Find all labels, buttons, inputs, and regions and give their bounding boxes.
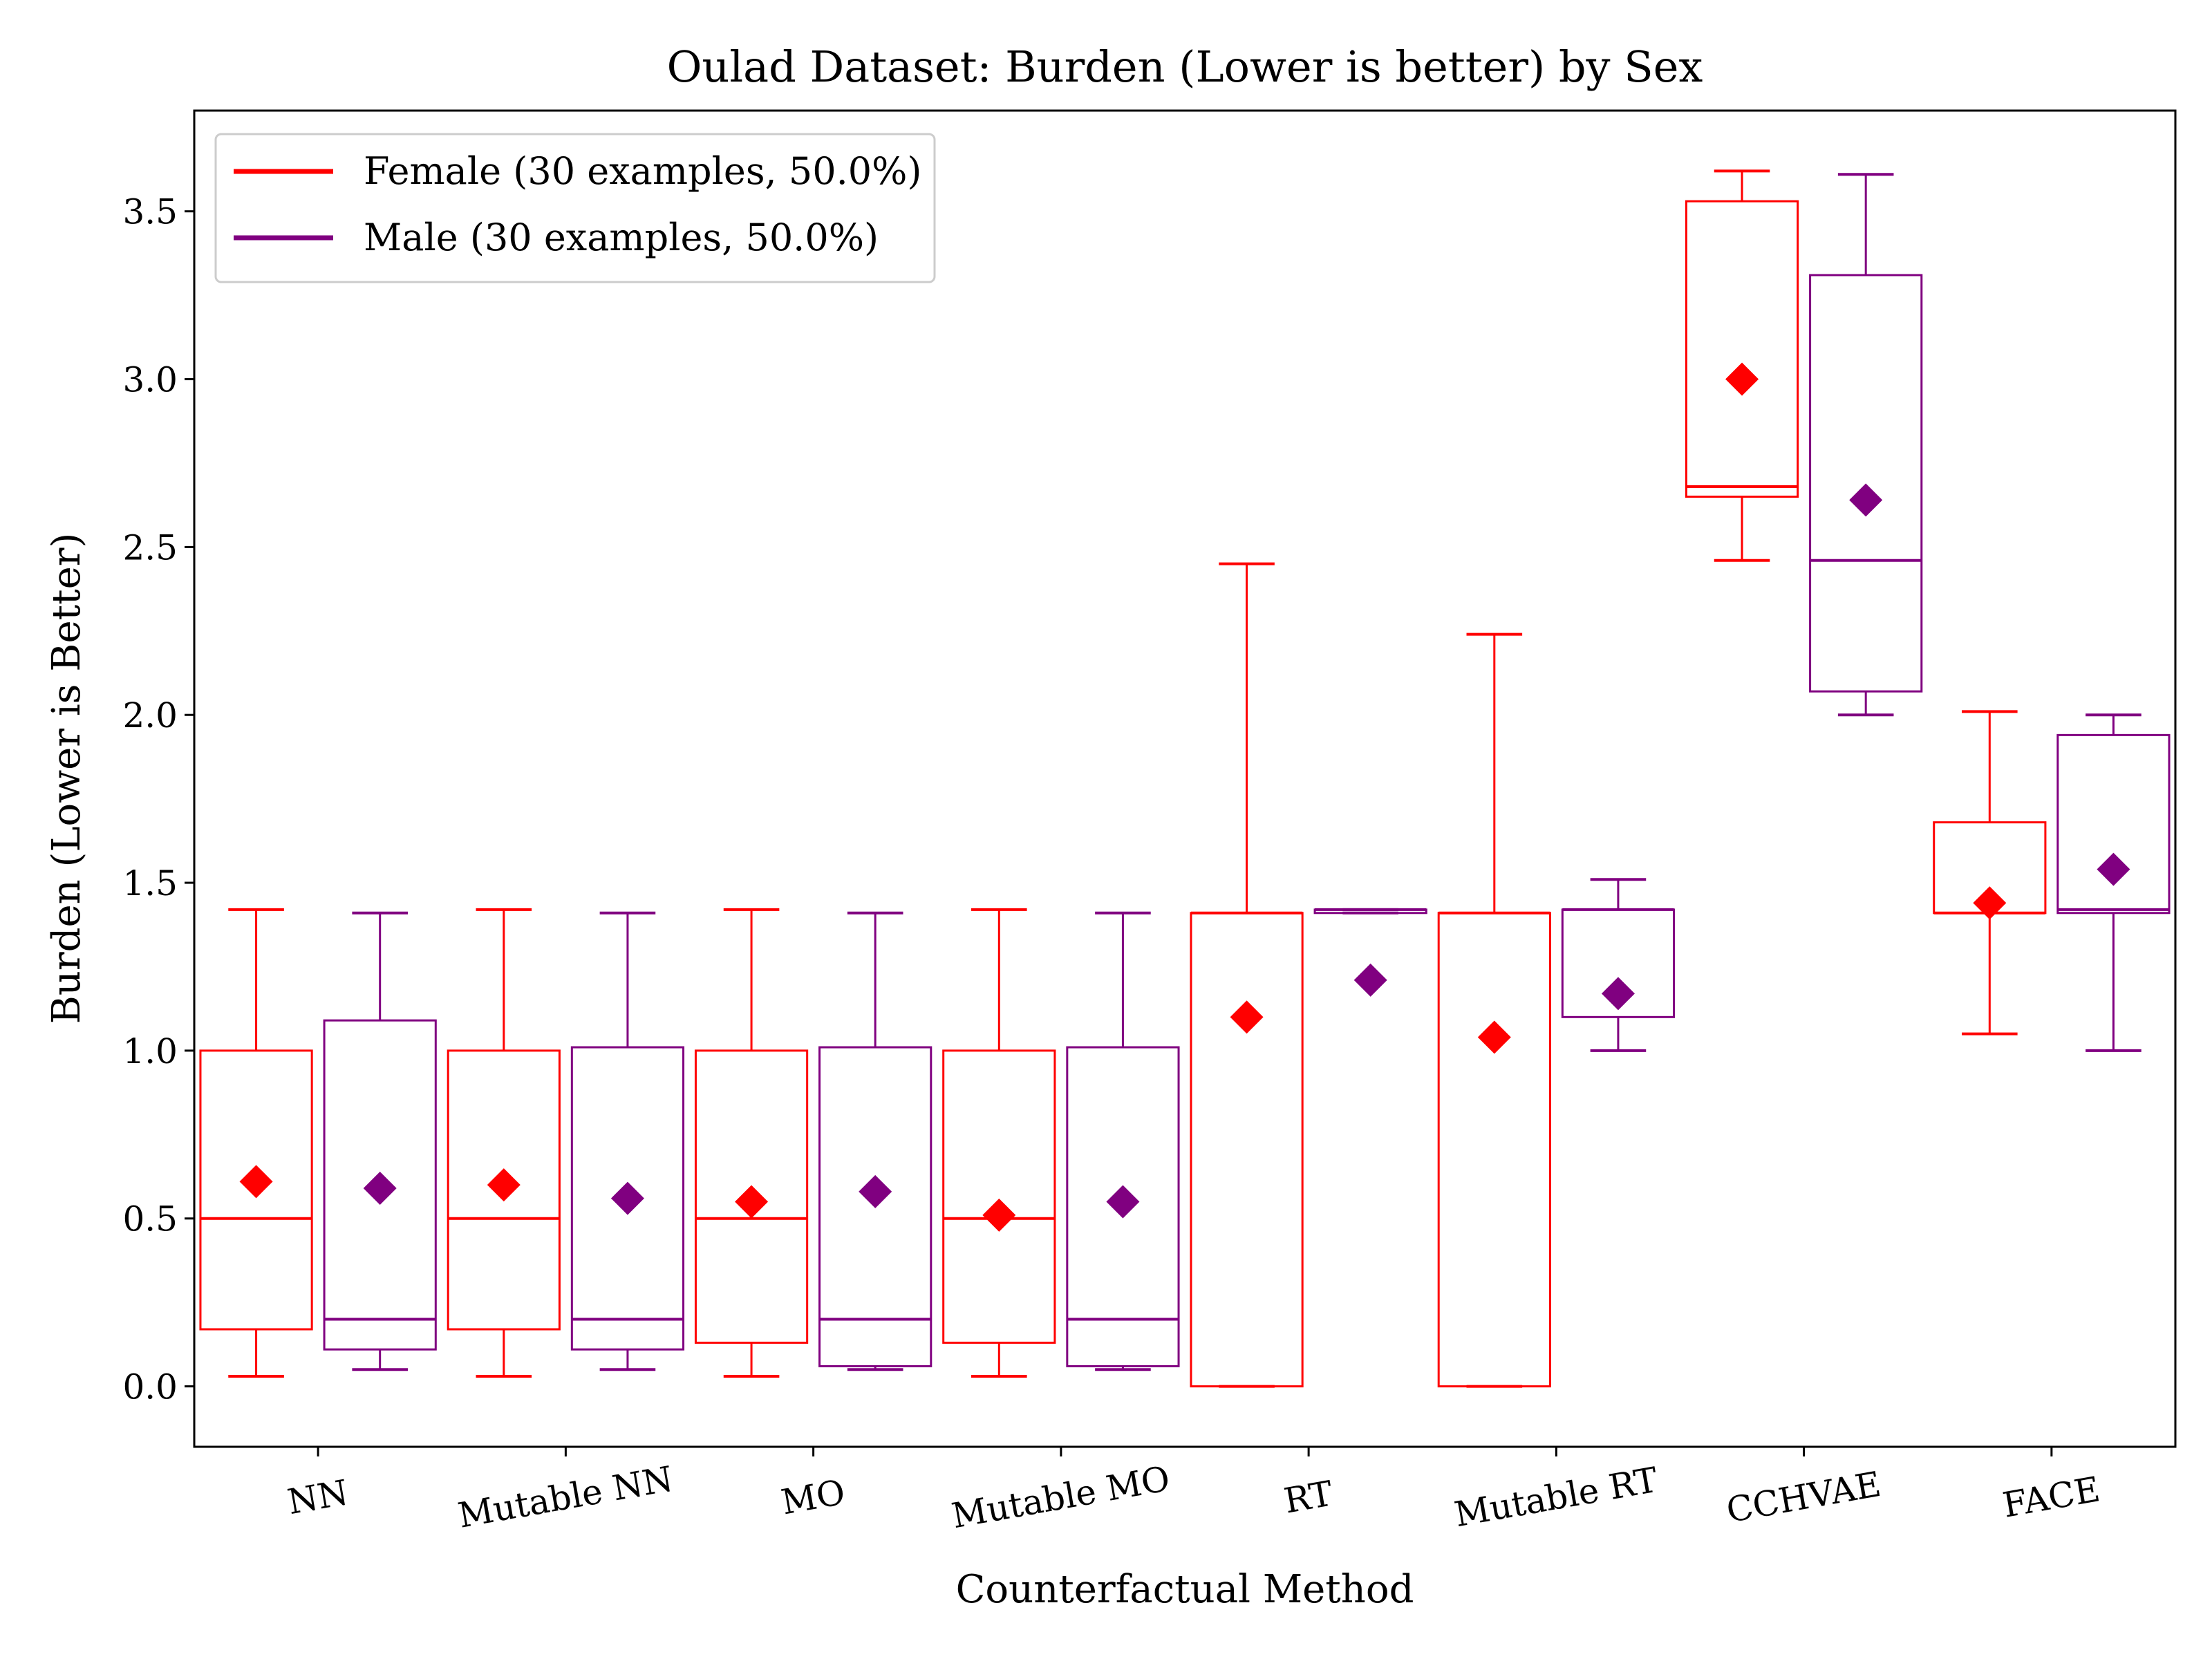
- x-tick-label: FACE: [2000, 1469, 2103, 1526]
- y-tick-label: 2.0: [122, 695, 178, 735]
- box-plot-female: [1190, 562, 1304, 1388]
- y-tick-label: 0.5: [122, 1199, 178, 1239]
- mean-marker: [1973, 886, 2007, 920]
- y-axis: 0.0 0.5 1.0 1.5 2.0 2.5 3.0 3.5: [122, 192, 194, 1407]
- mean-marker: [363, 1172, 397, 1206]
- iqr-box: [1685, 200, 1799, 498]
- iqr-box: [447, 1049, 561, 1331]
- x-tick-label: Mutable MO: [948, 1459, 1172, 1537]
- x-tick-label: CCHVAE: [1723, 1464, 1884, 1530]
- box-plot-female: [694, 908, 809, 1378]
- mean-marker: [1353, 963, 1387, 997]
- iqr-box: [1066, 1046, 1180, 1367]
- y-tick-label: 1.5: [122, 863, 178, 903]
- y-axis-label: Burden (Lower is Better): [44, 533, 89, 1024]
- iqr-box: [1809, 274, 1923, 693]
- mean-marker: [239, 1165, 273, 1199]
- box-plot-female: [1685, 169, 1799, 562]
- plot-elements: [199, 169, 2171, 1388]
- y-tick-label: 3.0: [122, 360, 178, 400]
- plot-frame: [193, 109, 2177, 1448]
- iqr-box: [1190, 912, 1304, 1388]
- iqr-box: [942, 1049, 1056, 1344]
- box-plot-female: [1933, 710, 2047, 1035]
- chart-title: Oulad Dataset: Burden (Lower is better) …: [667, 41, 1703, 92]
- mean-marker: [1725, 362, 1759, 396]
- x-axis: NN Mutable NN MO Mutable MO RT Mutable RT CCHV…: [285, 1447, 2103, 1536]
- iqr-box: [323, 1019, 437, 1351]
- y-tick-label: 3.5: [122, 192, 178, 232]
- mean-marker: [859, 1174, 892, 1208]
- y-tick-label: 0.0: [122, 1367, 178, 1407]
- mean-marker: [1230, 1000, 1264, 1034]
- box-plot-male: [818, 911, 932, 1371]
- box-plot-male: [1313, 908, 1427, 997]
- mean-marker: [487, 1168, 521, 1202]
- box-plot-male: [570, 911, 685, 1371]
- mean-marker: [1477, 1020, 1511, 1054]
- mean-marker: [2097, 852, 2130, 886]
- y-tick-label: 1.0: [122, 1031, 178, 1071]
- box-plot-female: [447, 908, 561, 1378]
- box-plot-male: [1066, 911, 1180, 1371]
- box-plot-male: [1561, 878, 1676, 1052]
- iqr-box: [694, 1049, 809, 1344]
- box-plot-male: [2056, 713, 2171, 1052]
- iqr-box: [2056, 733, 2171, 915]
- mean-marker: [610, 1181, 644, 1215]
- x-tick-label: RT: [1281, 1473, 1335, 1521]
- box-plot-female: [942, 908, 1056, 1378]
- legend-label: Male (30 examples, 50.0%): [364, 216, 879, 259]
- box-plot-male: [1809, 173, 1923, 717]
- box-plot-male: [323, 911, 437, 1371]
- x-axis-label: Counterfactual Method: [956, 1567, 1414, 1612]
- iqr-box: [1437, 912, 1551, 1388]
- iqr-box: [818, 1046, 932, 1367]
- mean-marker: [1106, 1185, 1140, 1219]
- legend-box: [214, 133, 936, 283]
- iqr-box: [199, 1049, 313, 1331]
- legend: Female (30 examples, 50.0%) Male (30 exam…: [214, 133, 936, 283]
- box-plot-female: [199, 908, 313, 1378]
- mean-marker: [1601, 977, 1635, 1011]
- mean-marker: [1849, 483, 1883, 517]
- iqr-box: [570, 1046, 685, 1351]
- x-tick-label: Mutable RT: [1452, 1460, 1660, 1535]
- x-tick-label: NN: [285, 1472, 351, 1522]
- mean-marker: [735, 1185, 769, 1219]
- y-tick-label: 2.5: [122, 527, 178, 568]
- x-tick-label: Mutable NN: [455, 1459, 676, 1536]
- x-tick-label: MO: [778, 1472, 848, 1522]
- legend-label: Female (30 examples, 50.0%): [364, 149, 921, 193]
- box-plot-female: [1437, 632, 1551, 1388]
- mean-marker: [982, 1198, 1016, 1232]
